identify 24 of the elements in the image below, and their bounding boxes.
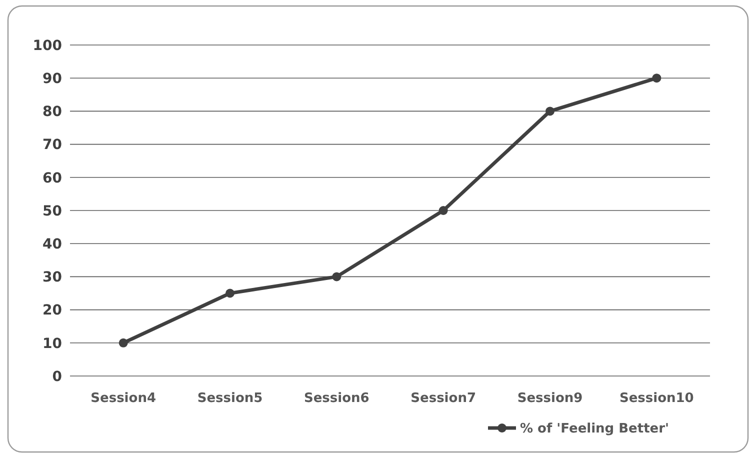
y-tick-label: 80 (42, 104, 62, 120)
point (332, 272, 342, 282)
y-tick-label: 10 (42, 336, 62, 352)
x-tick-label: Session6 (304, 391, 370, 406)
y-tick-label: 20 (42, 302, 62, 319)
y-tick-label: 60 (42, 170, 62, 186)
y-tick-label: 40 (42, 236, 62, 252)
legend-label: % of 'Feeling Better' (520, 422, 669, 437)
x-tick-label: Session7 (410, 391, 476, 406)
x-tick-label: Session10 (619, 391, 694, 406)
point (118, 338, 128, 348)
x-tick-label: Session9 (517, 391, 583, 406)
x-tick-label: Session4 (90, 391, 156, 406)
point (652, 74, 662, 83)
y-tick-label: 50 (42, 203, 62, 220)
point (438, 206, 448, 215)
y-tick-label: 70 (42, 137, 62, 154)
y-tick-label: 100 (32, 38, 62, 54)
point (546, 106, 554, 116)
y-tick-label: 0 (52, 368, 62, 385)
y-tick-label: 30 (42, 270, 62, 286)
x-tick-label: Session5 (197, 391, 263, 406)
y-tick-label: 90 (42, 71, 62, 87)
point (226, 288, 234, 298)
